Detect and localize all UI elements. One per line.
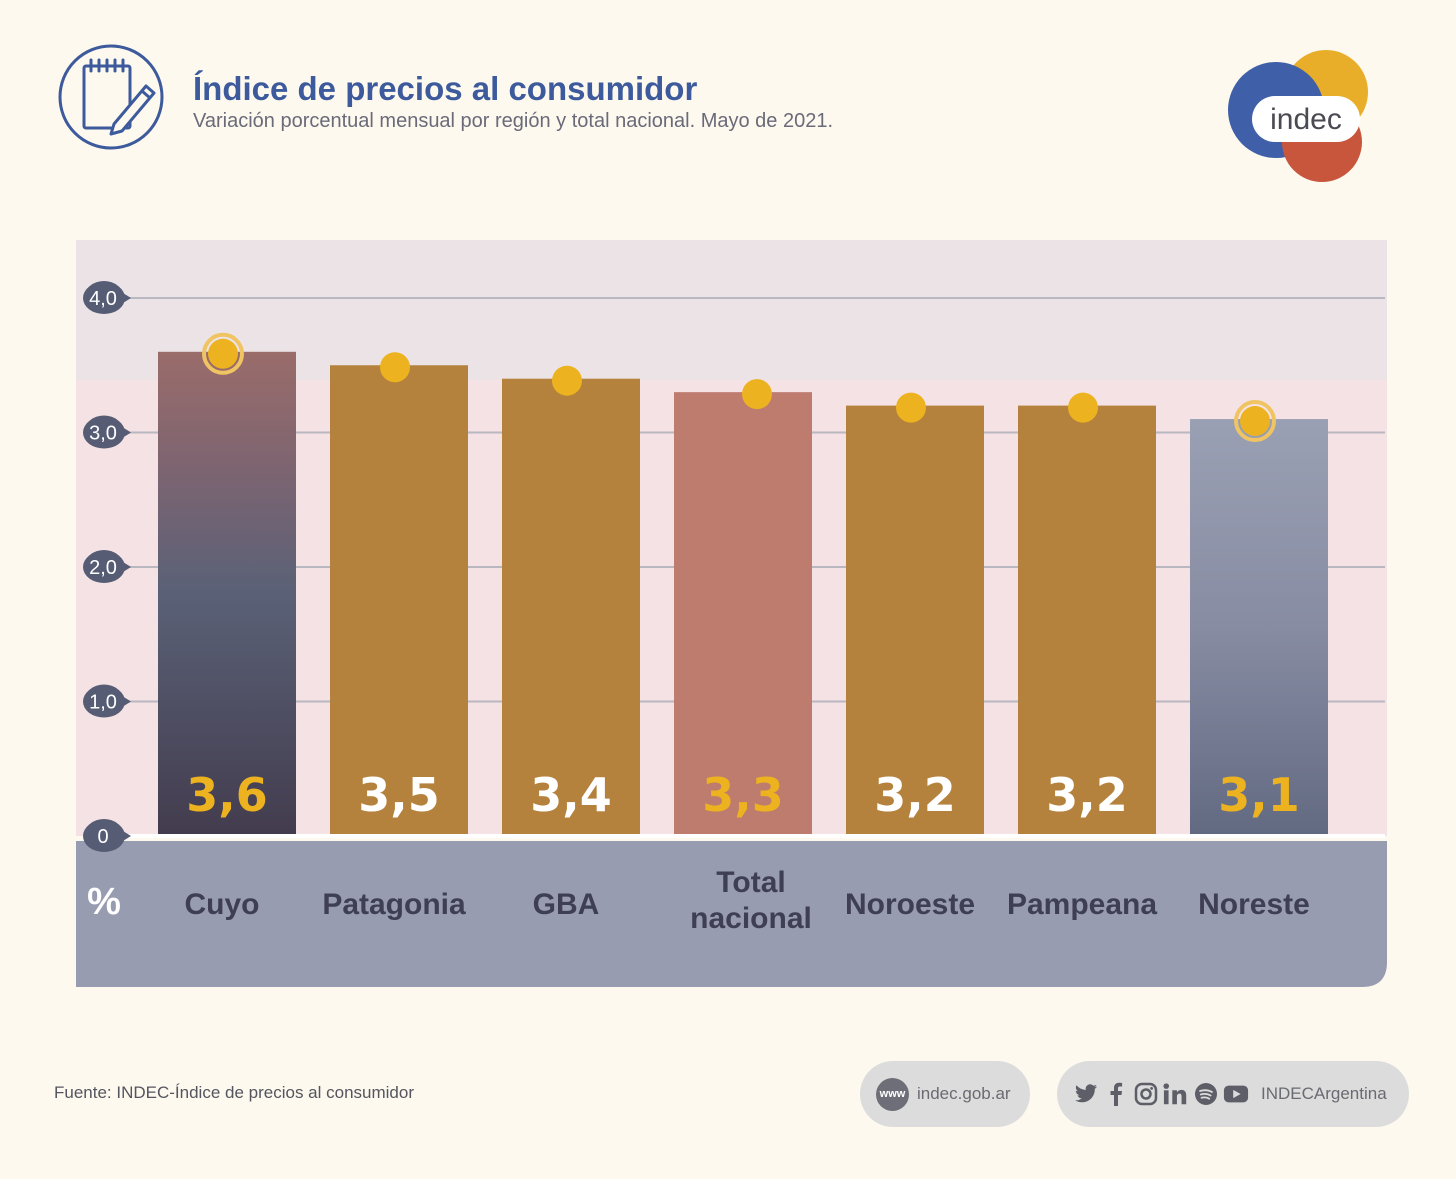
category-label: GBA: [533, 888, 600, 921]
bar-marker: [208, 338, 238, 369]
category-label: Noreste: [1198, 888, 1310, 921]
bar-marker: [1240, 406, 1270, 437]
category-label: Patagonia: [322, 888, 466, 921]
social-handle: INDECArgentina: [1261, 1084, 1387, 1103]
bar: [1190, 419, 1328, 834]
y-tick-badge-body: [83, 820, 125, 852]
bar-marker: [742, 379, 772, 410]
facebook-icon[interactable]: [1103, 1081, 1129, 1107]
unit-label: %: [87, 881, 121, 923]
indec-logo: indec: [1228, 50, 1368, 182]
bar-value-label: 3,6: [186, 768, 268, 822]
y-tick-label: 1,0: [89, 692, 117, 714]
chart-subtitle: Variación porcentual mensual por región …: [193, 110, 834, 132]
social-links[interactable]: INDECArgentina: [1057, 1061, 1409, 1127]
y-tick-badge-pointer: [118, 424, 131, 441]
bar: [674, 392, 812, 834]
y-tick-badge-body: [83, 685, 125, 718]
y-tick-badge-pointer: [118, 290, 131, 306]
website-link[interactable]: www indec.gob.ar: [860, 1061, 1030, 1127]
bar: [330, 365, 468, 834]
linkedin-icon[interactable]: [1163, 1081, 1189, 1107]
bar-marker: [896, 392, 926, 423]
bar-marker: [552, 365, 582, 396]
bar-marker: [380, 352, 410, 383]
instagram-icon[interactable]: [1133, 1081, 1159, 1107]
y-tick-badge-body: [83, 551, 125, 583]
bar-value-label: 3,3: [702, 768, 784, 822]
bar-marker-ring: [1234, 400, 1276, 443]
logo-text: indec: [1270, 103, 1342, 136]
source-note: Fuente: INDEC-Índice de precios al consu…: [54, 1083, 414, 1102]
bar-value-label: 3,2: [874, 768, 956, 822]
bar: [158, 351, 296, 834]
y-tick-badge-body: [83, 282, 125, 314]
bar-value-label: 3,4: [530, 768, 612, 822]
twitter-icon[interactable]: [1073, 1081, 1099, 1107]
y-tick-badge-body: [83, 416, 125, 449]
category-label: Pampeana: [1007, 888, 1157, 921]
bar-marker: [1068, 392, 1098, 423]
youtube-icon[interactable]: [1223, 1081, 1249, 1107]
y-tick-label: 2,0: [89, 557, 117, 579]
category-label: Cuyo: [185, 888, 260, 921]
website-text: indec.gob.ar: [917, 1084, 1011, 1103]
y-tick-badge-pointer: [118, 559, 131, 575]
y-tick-label: 0: [97, 826, 108, 848]
bar-chart: 3,6 Cuyo 3,5 Patagonia 3,4 GBA 3,3 Total naciona…: [76, 240, 1387, 987]
bar-value-label: 3,1: [1218, 768, 1300, 822]
category-band: [76, 841, 1387, 987]
www-icon: www: [876, 1077, 909, 1111]
y-tick-badge-pointer: [118, 693, 131, 710]
chart-title: Índice de precios al consumidor: [193, 70, 698, 107]
category-label: Total nacional: [690, 866, 812, 935]
y-tick-badge-pointer: [118, 828, 131, 844]
bar: [502, 378, 640, 834]
bar: [846, 405, 984, 834]
bar-value-label: 3,2: [1046, 768, 1128, 822]
bar-value-label: 3,5: [358, 768, 440, 822]
y-tick-label: 4,0: [89, 288, 117, 310]
bar: [1018, 405, 1156, 834]
category-label: Noroeste: [845, 888, 975, 921]
notepad-pencil-icon: [58, 44, 164, 150]
bar-marker-ring: [202, 332, 244, 375]
y-tick-label: 3,0: [89, 423, 117, 445]
spotify-icon[interactable]: [1193, 1081, 1219, 1107]
